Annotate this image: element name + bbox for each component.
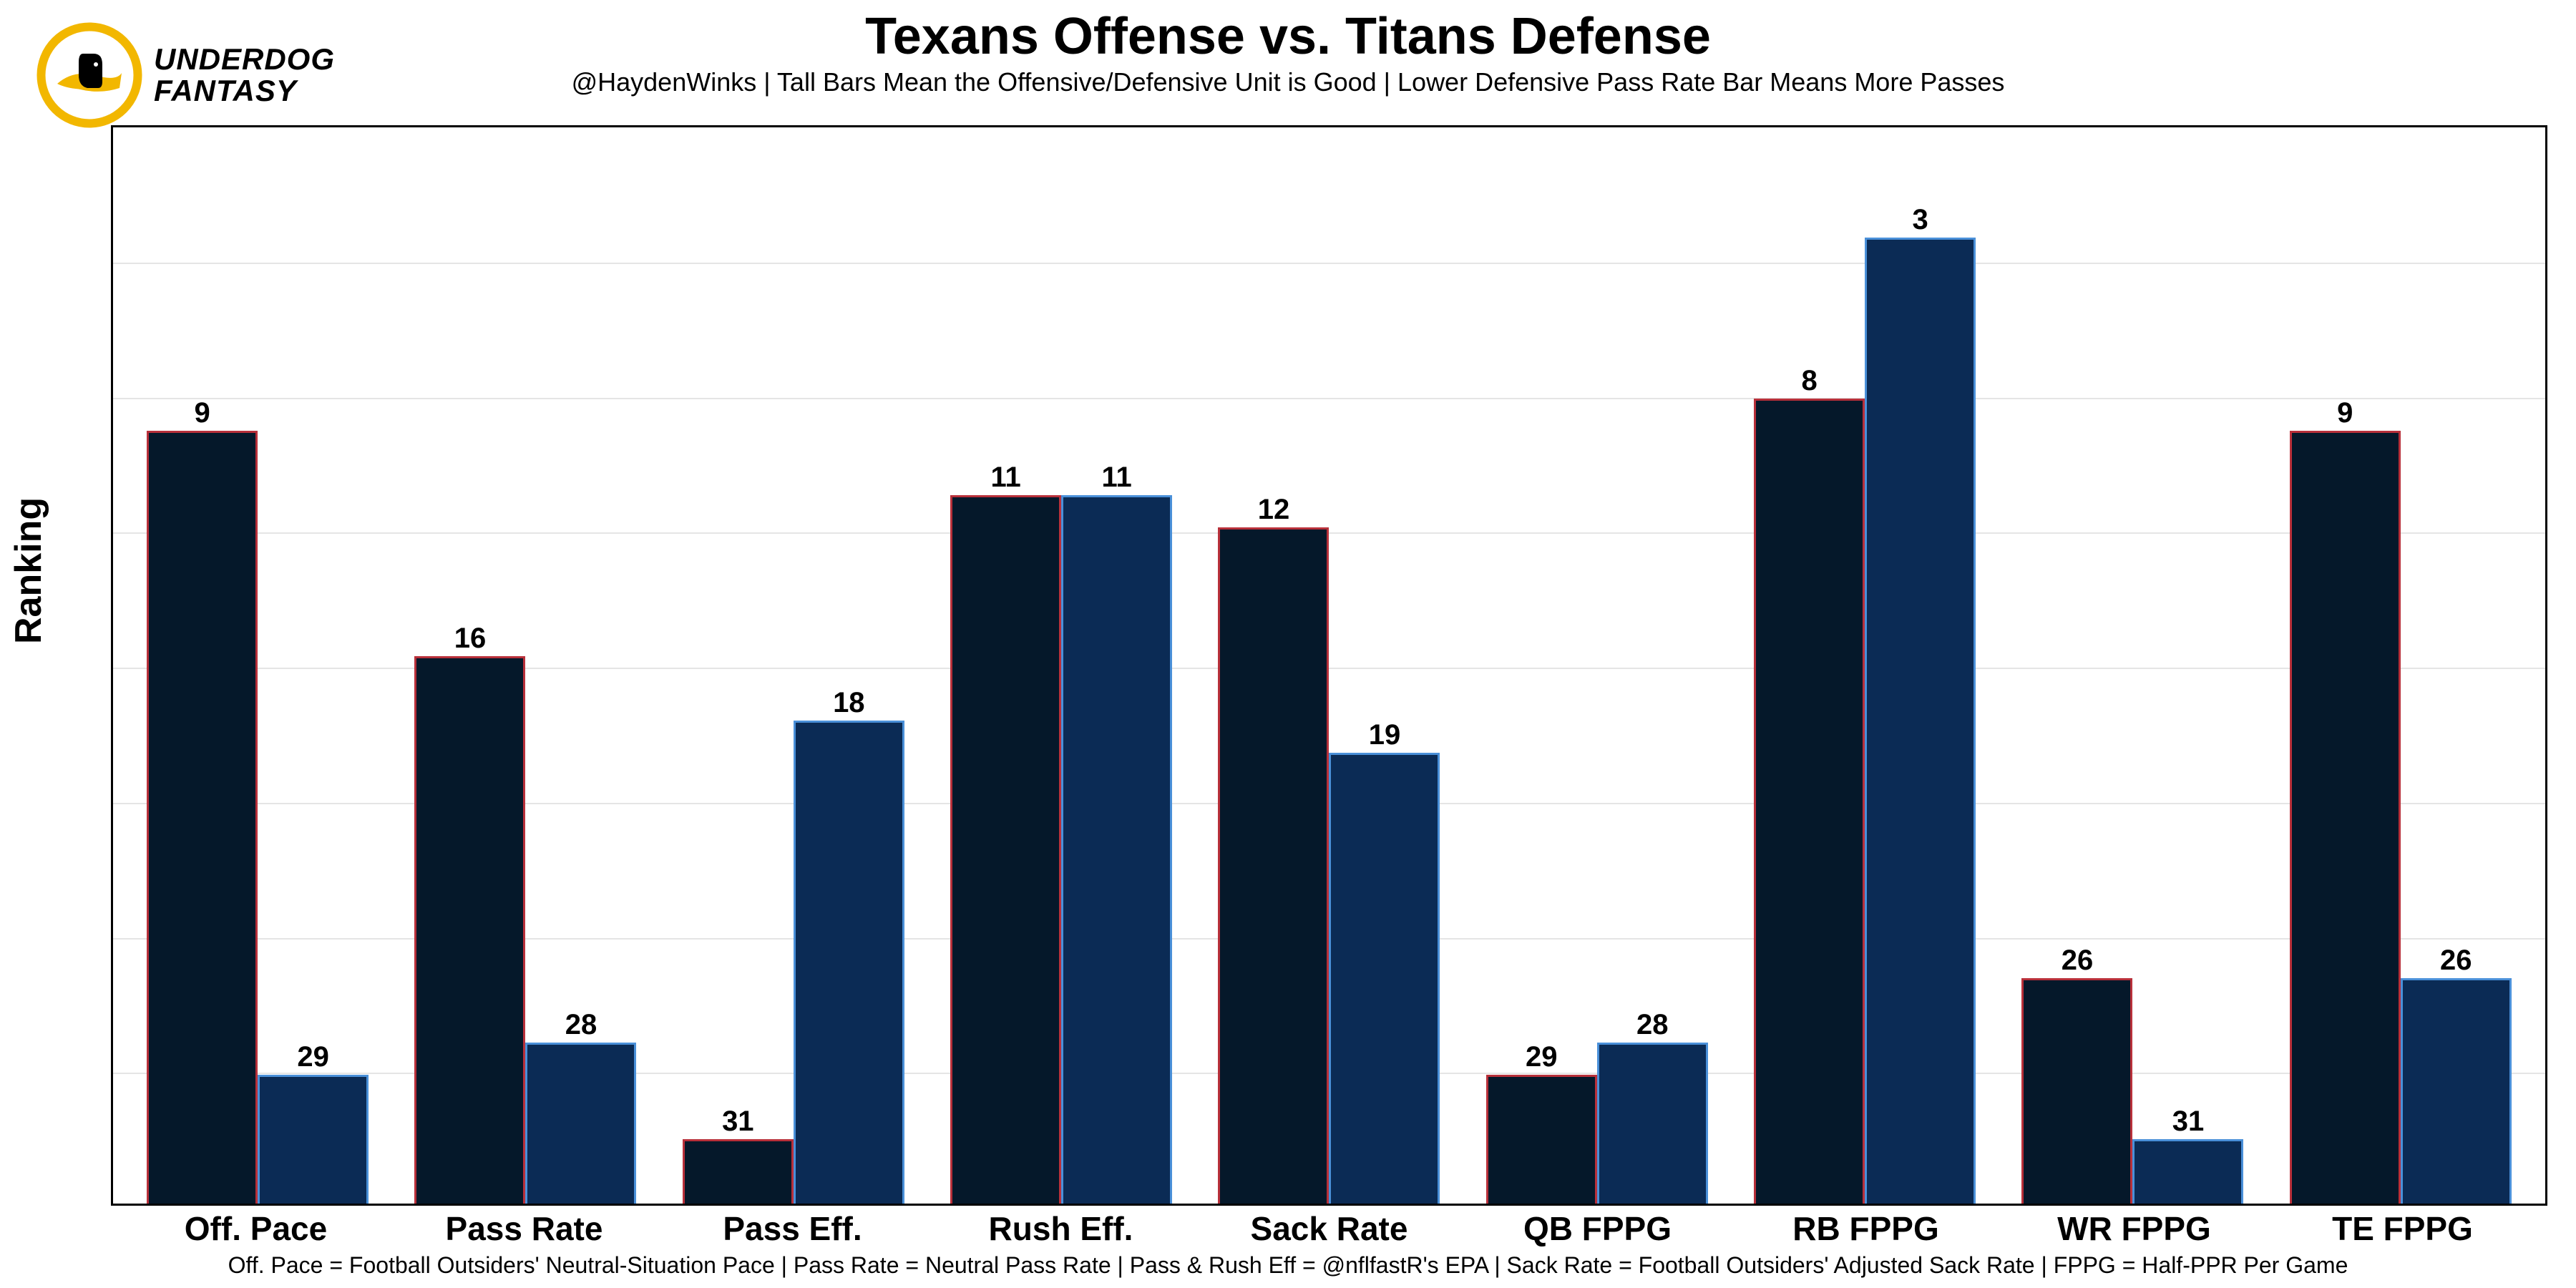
- defense-bar: 11: [1061, 495, 1172, 1204]
- offense-bar-label: 16: [454, 623, 487, 655]
- bars-container: 92916283118111112192928832631926: [113, 127, 2545, 1204]
- offense-bar: 11: [950, 495, 1061, 1204]
- defense-bar: 3: [1865, 238, 1976, 1204]
- chart-area: 92916283118111112192928832631926: [111, 125, 2547, 1206]
- x-axis-label: Sack Rate: [1219, 1209, 1440, 1248]
- offense-bar-label: 11: [990, 462, 1020, 494]
- x-axis-label: TE FPPG: [2292, 1209, 2514, 1248]
- defense-bar: 29: [258, 1075, 369, 1204]
- category-group: 83: [1754, 238, 1976, 1204]
- defense-bar-label: 19: [1369, 719, 1401, 751]
- x-axis-label: WR FPPG: [2024, 1209, 2245, 1248]
- defense-bar: 19: [1329, 753, 1440, 1204]
- offense-bar-label: 8: [1802, 365, 1818, 397]
- defense-bar-label: 29: [297, 1041, 329, 1073]
- category-group: 1219: [1218, 527, 1440, 1204]
- x-axis-label: QB FPPG: [1487, 1209, 1709, 1248]
- category-group: 3118: [683, 721, 904, 1204]
- chart-title: Texans Offense vs. Titans Defense: [0, 7, 2576, 66]
- category-group: 929: [147, 431, 369, 1204]
- offense-bar-label: 29: [1526, 1041, 1558, 1073]
- defense-bar-label: 31: [2172, 1106, 2205, 1138]
- defense-bar: 26: [2401, 978, 2512, 1204]
- category-group: 1111: [950, 495, 1172, 1204]
- offense-bar-label: 31: [722, 1106, 754, 1138]
- offense-bar: 12: [1218, 527, 1329, 1204]
- y-axis-label: Ranking: [7, 497, 50, 644]
- defense-bar-label: 11: [1101, 462, 1131, 494]
- offense-bar: 16: [414, 656, 525, 1204]
- offense-bar: 9: [147, 431, 258, 1204]
- offense-bar: 9: [2290, 431, 2401, 1204]
- defense-bar: 18: [794, 721, 904, 1204]
- category-group: 2631: [2021, 978, 2243, 1204]
- offense-bar: 8: [1754, 399, 1865, 1204]
- x-axis-label: Rush Eff.: [950, 1209, 1172, 1248]
- offense-bar-label: 12: [1258, 494, 1290, 526]
- offense-bar: 26: [2021, 978, 2132, 1204]
- offense-bar-label: 26: [2062, 945, 2094, 977]
- category-group: 926: [2290, 431, 2512, 1204]
- defense-bar-label: 26: [2440, 945, 2472, 977]
- chart-footnote: Off. Pace = Football Outsiders' Neutral-…: [0, 1252, 2576, 1279]
- defense-bar: 28: [1597, 1043, 1708, 1204]
- x-axis-labels: Off. Pace Pass Rate Pass Eff. Rush Eff. Sack…: [111, 1209, 2547, 1248]
- offense-bar-label: 9: [195, 397, 210, 429]
- defense-bar: 28: [525, 1043, 636, 1204]
- defense-bar-label: 28: [565, 1009, 597, 1041]
- defense-bar-label: 3: [1913, 204, 1928, 236]
- category-group: 1628: [414, 656, 636, 1204]
- title-block: Texans Offense vs. Titans Defense @Hayde…: [0, 7, 2576, 97]
- x-axis-label: Off. Pace: [145, 1209, 367, 1248]
- x-axis-label: Pass Rate: [414, 1209, 635, 1248]
- defense-bar: 31: [2132, 1139, 2243, 1204]
- offense-bar-label: 9: [2337, 397, 2353, 429]
- chart-subtitle: @HaydenWinks | Tall Bars Mean the Offens…: [0, 67, 2576, 97]
- offense-bar: 29: [1486, 1075, 1597, 1204]
- x-axis-label: Pass Eff.: [682, 1209, 904, 1248]
- offense-bar: 31: [683, 1139, 794, 1204]
- defense-bar-label: 18: [833, 687, 865, 719]
- x-axis-label: RB FPPG: [1755, 1209, 1977, 1248]
- category-group: 2928: [1486, 1043, 1708, 1204]
- defense-bar-label: 28: [1636, 1009, 1669, 1041]
